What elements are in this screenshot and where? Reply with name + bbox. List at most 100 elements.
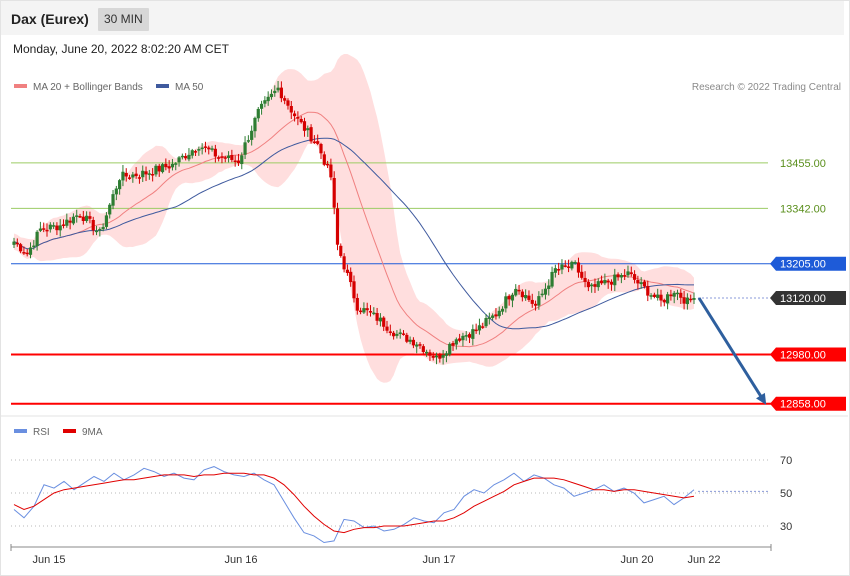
candle [550, 266, 554, 289]
candle [557, 262, 561, 276]
candle [276, 81, 280, 93]
candle [543, 283, 548, 300]
candle-body [471, 329, 475, 339]
candle [306, 125, 310, 137]
candle-body [71, 216, 76, 224]
ma50-legend-swatch [156, 84, 169, 88]
candle-body [134, 173, 138, 177]
time-axis-layer: Jun 15 Jun 16 Jun 17 Jun 20 Jun 22 [10, 544, 772, 566]
candle-body [580, 271, 584, 278]
candle-body [292, 113, 297, 117]
candle [131, 171, 135, 183]
candle-body [184, 156, 188, 159]
time-tick-label: Jun 15 [32, 554, 65, 566]
candle-body [388, 331, 392, 333]
candle-body [649, 295, 653, 297]
candle [481, 322, 485, 329]
interval-badge[interactable]: 30 MIN [98, 8, 149, 31]
candle-body [517, 289, 521, 292]
candle [398, 328, 402, 339]
projection-arrow-head [756, 392, 767, 405]
candle-body [563, 265, 567, 267]
bollinger-band-layer [14, 54, 694, 383]
candle [296, 111, 300, 126]
candle [675, 289, 680, 301]
candle-body [510, 294, 515, 301]
candle [421, 344, 425, 355]
ma50-line [13, 137, 694, 330]
candle-body [415, 344, 419, 347]
candle-body [504, 296, 508, 309]
candle [217, 155, 221, 162]
candle-body [193, 151, 198, 153]
rsi-panel-layer: 70 50 30 [11, 455, 792, 544]
price-tag-12980 [770, 347, 846, 362]
candle-body [550, 271, 554, 287]
chart-timestamp: Monday, June 20, 2022 8:02:20 AM CET [13, 42, 229, 56]
candle [345, 264, 349, 276]
ma50-legend-label: MA 50 [175, 82, 204, 93]
candle [170, 158, 175, 171]
candle-body [127, 177, 132, 179]
candle [626, 265, 630, 278]
candle [527, 290, 531, 302]
candle [411, 337, 416, 349]
candle-body [629, 272, 633, 275]
candle [177, 155, 181, 167]
candle-body [395, 333, 399, 336]
candle-body [42, 228, 46, 230]
candle [689, 294, 693, 303]
candle [682, 290, 686, 310]
candle-body [160, 164, 165, 173]
rsi-ma-legend-swatch [63, 429, 76, 433]
candle [32, 240, 36, 250]
candle-body [269, 93, 274, 98]
candle-body [240, 155, 244, 165]
candle-body [491, 315, 495, 318]
candle-body [78, 216, 82, 218]
candle [596, 278, 600, 291]
candle-body [609, 281, 614, 285]
candle [385, 320, 389, 334]
candle [649, 293, 653, 300]
candle-body [220, 156, 224, 158]
credit-label: Research © 2022 Trading Central [692, 82, 841, 93]
candle-body [213, 148, 217, 157]
candle-body [408, 339, 412, 342]
candle-body [378, 317, 383, 322]
candle-body [94, 230, 99, 233]
candle [355, 293, 359, 315]
candle [190, 148, 194, 159]
candle [71, 213, 76, 226]
candle [114, 185, 118, 201]
candle [316, 134, 320, 146]
candle-body [15, 242, 19, 245]
candle [606, 278, 610, 289]
candle [461, 332, 465, 347]
candle [256, 106, 260, 122]
candle-body [217, 157, 221, 159]
candle [48, 222, 52, 233]
price-label-13205: 13205.00 [780, 259, 826, 271]
candle [266, 91, 270, 106]
candle-body [35, 231, 39, 247]
candle [236, 153, 241, 166]
candle [329, 158, 333, 181]
candle [233, 155, 237, 167]
candle [599, 275, 604, 285]
candle-body [203, 146, 208, 148]
projection-arrow-shaft [697, 297, 765, 401]
candle [395, 330, 399, 339]
candle-body [656, 294, 660, 298]
candle-body [507, 295, 511, 300]
candle-body [586, 281, 590, 288]
candle [42, 222, 46, 233]
candle [517, 284, 521, 295]
candle [646, 280, 650, 302]
time-tick-label: Jun 22 [687, 554, 720, 566]
candle [187, 148, 191, 162]
candle [467, 332, 472, 344]
candle-body [88, 216, 92, 219]
candle-body [296, 117, 300, 119]
candle [444, 351, 449, 363]
